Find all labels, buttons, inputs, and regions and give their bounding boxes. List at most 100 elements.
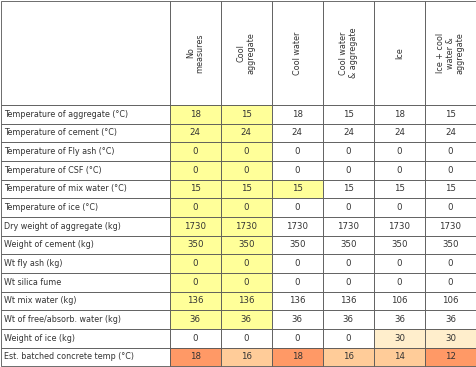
Text: 18: 18 (291, 352, 302, 361)
Bar (169, 329, 220, 348)
Bar (271, 236, 322, 254)
Text: 18: 18 (291, 110, 302, 119)
Text: 0: 0 (447, 259, 452, 268)
Text: 0: 0 (294, 147, 299, 156)
Text: 0: 0 (243, 334, 248, 343)
Text: 350: 350 (288, 240, 305, 250)
Text: 18: 18 (189, 352, 200, 361)
Text: 36: 36 (291, 315, 302, 324)
Bar (271, 254, 322, 273)
Text: 0: 0 (243, 166, 248, 175)
Text: 0: 0 (294, 259, 299, 268)
Text: 0: 0 (345, 147, 350, 156)
Text: 0: 0 (243, 203, 248, 212)
Bar (1, 1, 169, 105)
Bar (169, 198, 220, 217)
Text: 30: 30 (393, 334, 404, 343)
Text: Dry weight of aggregate (kg): Dry weight of aggregate (kg) (4, 222, 120, 231)
Text: 18: 18 (393, 110, 404, 119)
Bar (220, 273, 271, 292)
Text: Temperature of ice (°C): Temperature of ice (°C) (4, 203, 98, 212)
Text: 36: 36 (189, 315, 200, 324)
Text: 0: 0 (192, 259, 198, 268)
Bar (169, 179, 220, 198)
Bar (271, 329, 322, 348)
Text: 14: 14 (393, 352, 404, 361)
Bar (322, 198, 373, 217)
Bar (220, 179, 271, 198)
Text: 1730: 1730 (438, 222, 461, 231)
Bar (220, 217, 271, 236)
Text: 24: 24 (291, 128, 302, 137)
Bar (424, 217, 475, 236)
Text: 36: 36 (240, 315, 251, 324)
Bar (424, 124, 475, 142)
Text: 350: 350 (238, 240, 254, 250)
Bar (373, 217, 424, 236)
Bar (169, 142, 220, 161)
Text: Weight of cement (kg): Weight of cement (kg) (4, 240, 93, 250)
Text: 1730: 1730 (235, 222, 257, 231)
Text: Cool water
& aggregate: Cool water & aggregate (338, 28, 357, 78)
Bar (1, 254, 169, 273)
Text: Wt of free/absorb. water (kg): Wt of free/absorb. water (kg) (4, 315, 120, 324)
Bar (373, 348, 424, 366)
Text: 350: 350 (339, 240, 356, 250)
Bar (424, 236, 475, 254)
Bar (424, 198, 475, 217)
Text: 0: 0 (294, 334, 299, 343)
Text: Ice: Ice (394, 47, 403, 59)
Text: 0: 0 (192, 278, 198, 287)
Text: Wt fly ash (kg): Wt fly ash (kg) (4, 259, 62, 268)
Bar (424, 273, 475, 292)
Bar (424, 142, 475, 161)
Text: Ice + cool
water &
aggregate: Ice + cool water & aggregate (436, 32, 464, 74)
Text: Temperature of aggregate (°C): Temperature of aggregate (°C) (4, 110, 128, 119)
Bar (220, 124, 271, 142)
Text: 30: 30 (444, 334, 455, 343)
Text: 0: 0 (396, 259, 401, 268)
Bar (271, 105, 322, 124)
Bar (322, 348, 373, 366)
Text: 136: 136 (187, 297, 203, 305)
Text: Temperature of CSF (°C): Temperature of CSF (°C) (4, 166, 101, 175)
Bar (220, 292, 271, 310)
Text: Cool water: Cool water (292, 31, 301, 75)
Text: 1730: 1730 (387, 222, 409, 231)
Bar (220, 329, 271, 348)
Bar (169, 254, 220, 273)
Text: 0: 0 (447, 166, 452, 175)
Bar (373, 254, 424, 273)
Text: 16: 16 (342, 352, 353, 361)
Text: Est. batched concrete temp (°C): Est. batched concrete temp (°C) (4, 352, 134, 361)
Bar (271, 179, 322, 198)
Text: 0: 0 (345, 334, 350, 343)
Text: 350: 350 (390, 240, 407, 250)
Bar (271, 124, 322, 142)
Bar (424, 161, 475, 179)
Text: 15: 15 (291, 185, 302, 193)
Text: 15: 15 (444, 110, 455, 119)
Text: 0: 0 (447, 203, 452, 212)
Bar (271, 348, 322, 366)
Text: Cool
aggregate: Cool aggregate (237, 32, 255, 74)
Text: 136: 136 (339, 297, 356, 305)
Text: 136: 136 (288, 297, 305, 305)
Bar (169, 161, 220, 179)
Text: Temperature of cement (°C): Temperature of cement (°C) (4, 128, 117, 137)
Text: 1730: 1730 (286, 222, 307, 231)
Bar (373, 329, 424, 348)
Bar (220, 142, 271, 161)
Bar (169, 348, 220, 366)
Bar (322, 310, 373, 329)
Bar (322, 142, 373, 161)
Bar (424, 329, 475, 348)
Bar (424, 310, 475, 329)
Bar (271, 1, 322, 105)
Bar (271, 161, 322, 179)
Text: 0: 0 (345, 259, 350, 268)
Text: 106: 106 (390, 297, 407, 305)
Bar (424, 1, 475, 105)
Bar (169, 1, 220, 105)
Text: 350: 350 (441, 240, 458, 250)
